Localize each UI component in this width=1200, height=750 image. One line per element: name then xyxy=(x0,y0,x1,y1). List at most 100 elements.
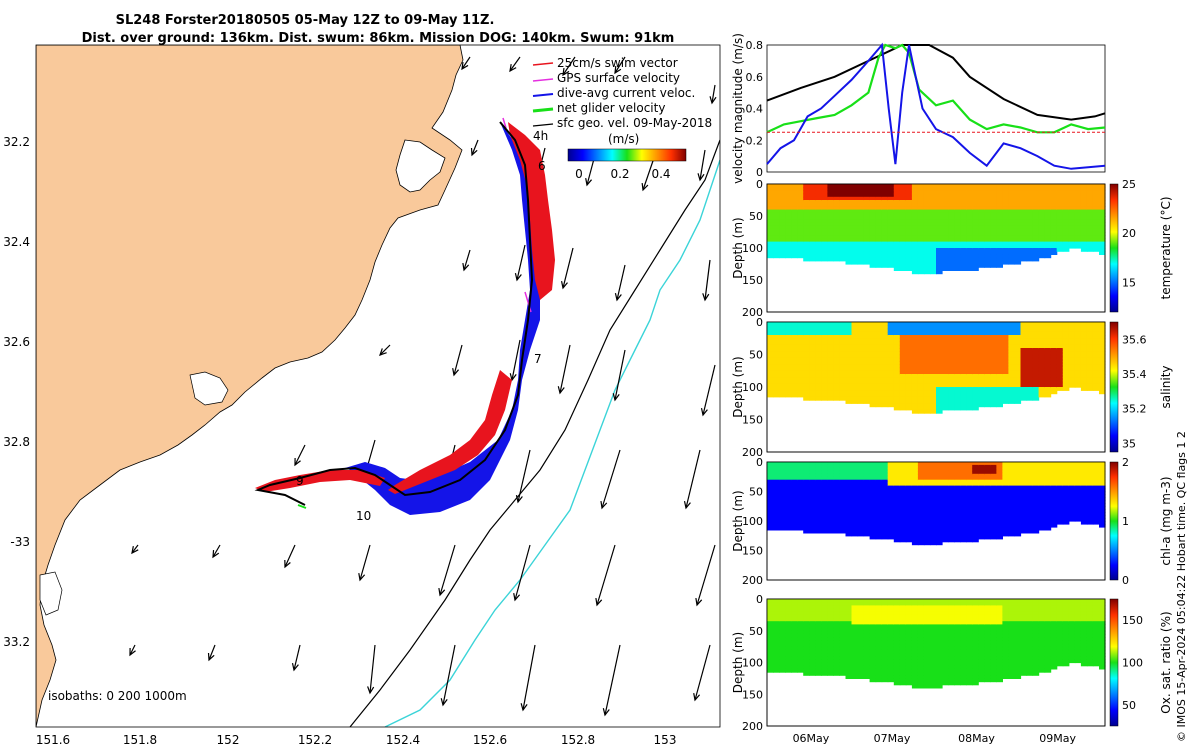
salinity-cell xyxy=(1014,344,1022,349)
chl-a-cell xyxy=(791,467,798,472)
temperature-cell xyxy=(1050,187,1058,191)
chl-a-cell xyxy=(972,512,979,516)
salinity-cell xyxy=(791,374,798,378)
oxygen-cell xyxy=(815,605,822,610)
temperature-cell xyxy=(1026,254,1034,259)
oxygen-cell xyxy=(815,649,822,654)
temperature-cell xyxy=(797,244,804,249)
temperature-colorbar-tick: 20 xyxy=(1122,227,1136,240)
salinity-cell xyxy=(948,348,955,352)
oxygen-cell xyxy=(803,665,810,670)
chl-a-cell xyxy=(1062,491,1070,496)
oxygen-cell xyxy=(767,599,774,603)
oxygen-cell xyxy=(911,624,919,629)
salinity-cell xyxy=(893,361,901,365)
salinity-cell xyxy=(990,403,997,408)
oxygen-cell xyxy=(857,640,865,645)
temperature-cell xyxy=(1074,225,1082,230)
oxygen-cell xyxy=(863,614,871,619)
oxygen-cell xyxy=(869,630,877,635)
temperature-cell xyxy=(767,200,774,204)
chl-a-cell xyxy=(845,521,853,525)
salinity-cell xyxy=(857,383,865,388)
salinity-cell xyxy=(942,380,949,385)
temperature-cell xyxy=(845,209,853,214)
salinity-cell xyxy=(767,361,774,365)
oxygen-cell xyxy=(875,605,883,610)
temperature-cell xyxy=(911,206,919,211)
salinity-cell xyxy=(779,354,786,359)
salinity-cell xyxy=(821,354,828,359)
salinity-cell xyxy=(917,341,925,346)
temperature-cell xyxy=(779,228,786,233)
salinity-cell xyxy=(911,396,919,401)
chl-a-cell xyxy=(923,538,931,543)
salinity-cell xyxy=(954,361,961,365)
chl-a-cell xyxy=(797,462,804,466)
chl-a-cell xyxy=(773,503,780,507)
oxygen-cell xyxy=(779,602,786,606)
oxygen-cell xyxy=(863,653,871,657)
oxygen-cell xyxy=(809,653,816,657)
salinity-cell xyxy=(1044,351,1052,356)
salinity-cell xyxy=(773,344,780,349)
chl-a-cell xyxy=(990,482,997,487)
chl-a-cell xyxy=(1099,509,1106,513)
temperature-cell xyxy=(815,228,822,233)
oxygen-cell xyxy=(779,614,786,619)
oxygen-cell xyxy=(905,627,913,632)
chl-a-cell xyxy=(839,476,846,481)
chl-a-cell xyxy=(1038,506,1046,510)
oxygen-cell xyxy=(857,630,865,635)
oxygen-cell xyxy=(875,653,883,657)
chl-a-cell xyxy=(942,482,949,487)
chl-a-cell xyxy=(815,464,822,469)
temperature-cell xyxy=(839,228,846,233)
temperature-cell xyxy=(960,219,967,223)
chl-a-cell xyxy=(893,526,901,531)
salinity-cell xyxy=(1099,361,1106,365)
temperature-cell xyxy=(875,264,883,268)
temperature-cell xyxy=(917,196,925,201)
oxygen-cell xyxy=(845,637,853,641)
temperature-cell xyxy=(960,232,967,236)
temperature-cell xyxy=(984,238,991,243)
salinity-cell xyxy=(809,387,816,391)
oxygen-cell xyxy=(857,618,865,622)
chl-a-cell xyxy=(1044,503,1052,507)
salinity-cell xyxy=(1002,338,1009,343)
salinity-cell xyxy=(857,377,865,382)
chl-a-cell xyxy=(905,506,913,510)
oxygen-cell xyxy=(767,633,774,638)
temperature-cell xyxy=(803,254,810,259)
temperature-cell xyxy=(833,187,840,191)
chl-a-cell xyxy=(851,482,859,487)
temperature-cell xyxy=(1044,206,1052,211)
temperature-cell xyxy=(851,200,859,204)
oxygen-cell xyxy=(899,665,907,670)
salinity-cell xyxy=(936,338,943,343)
oxygen-cell xyxy=(917,662,925,667)
salinity-cell xyxy=(972,406,979,411)
salinity-cell xyxy=(881,367,889,372)
salinity-cell xyxy=(960,354,967,359)
chl-a-cell xyxy=(863,462,871,466)
salinity-cell xyxy=(827,354,834,359)
temperature-cell xyxy=(1062,228,1070,233)
chl-a-cell xyxy=(923,518,931,522)
current-arrow-head xyxy=(379,348,387,356)
temperature-cell xyxy=(1014,216,1022,220)
temperature-cell xyxy=(827,203,834,207)
temperature-cell xyxy=(1092,193,1100,198)
temperature-cell xyxy=(797,200,804,204)
temperature-cell xyxy=(942,257,949,262)
chl-a-cell xyxy=(930,518,937,522)
temperature-cell xyxy=(1008,196,1015,201)
salinity-cell xyxy=(821,367,828,372)
temperature-cell xyxy=(797,216,804,220)
salinity-cell xyxy=(984,387,991,391)
chl-a-cell xyxy=(833,488,840,493)
salinity-cell xyxy=(797,335,804,339)
oxygen-cell xyxy=(893,665,901,670)
temperature-cell xyxy=(899,257,907,262)
